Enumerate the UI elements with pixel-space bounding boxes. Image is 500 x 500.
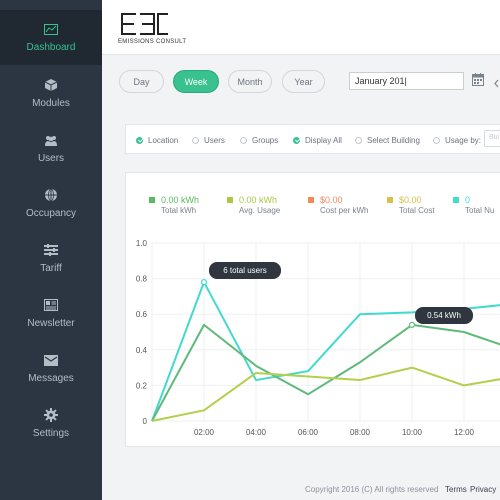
x-tick-label: 08:00 xyxy=(350,428,371,437)
chart-tooltip: 6 total users xyxy=(209,262,281,280)
metric-value: 0 xyxy=(465,195,471,205)
x-tick-label: 12:00 xyxy=(454,428,475,437)
sidebar-item-users[interactable]: Users xyxy=(0,121,102,176)
legend-swatch xyxy=(227,197,233,203)
sidebar-item-label: Modules xyxy=(32,98,70,109)
sidebar-item-occupancy[interactable]: Occupancy xyxy=(0,176,102,231)
chart-tooltip: 0.54 kWh xyxy=(415,306,473,324)
filter-display-all[interactable]: Display All xyxy=(293,125,342,155)
radio-icon xyxy=(192,136,199,144)
sidebar-item-label: Messages xyxy=(28,373,74,384)
metric-total-number: 0 Total Nu xyxy=(453,195,494,215)
filter-usage-by[interactable]: Usage by: xyxy=(433,125,481,155)
envelope-icon xyxy=(43,353,59,367)
sidebar-item-dashboard[interactable]: Dashboard xyxy=(0,10,102,65)
filter-label: Users xyxy=(204,135,225,145)
calendar-icon[interactable] xyxy=(472,73,484,91)
metric-label: Total kWh xyxy=(161,206,197,215)
radio-icon xyxy=(433,136,440,144)
metric-label: Avg. Usage xyxy=(239,206,281,215)
legend-swatch xyxy=(453,197,459,203)
x-tick-label: 02:00 xyxy=(194,428,215,437)
check-icon xyxy=(293,136,300,144)
tab-week[interactable]: Week xyxy=(173,70,219,93)
terms-link[interactable]: Terms xyxy=(445,485,467,494)
sidebar-item-label: Tariff xyxy=(40,263,62,274)
usage-select[interactable]: Bui xyxy=(484,130,500,147)
metric-value: 0.00 kWh xyxy=(239,195,278,205)
filter-users[interactable]: Users xyxy=(192,125,225,155)
privacy-link[interactable]: Privacy xyxy=(470,485,497,494)
y-tick-label: 0.2 xyxy=(136,381,148,390)
metric-avg-usage: 0.00 kWh Avg. Usage xyxy=(227,195,280,215)
metric-label: Cost per kWh xyxy=(320,206,369,215)
metric-total-kwh: 0.00 kWh Total kWh xyxy=(149,195,199,215)
filter-groups[interactable]: Groups xyxy=(240,125,278,155)
y-tick-label: 0.4 xyxy=(136,346,148,355)
newspaper-icon xyxy=(43,298,59,312)
annotation-marker xyxy=(408,321,416,328)
metric-label: Total Nu xyxy=(465,206,495,215)
check-icon xyxy=(136,136,143,144)
tab-month[interactable]: Month xyxy=(228,70,272,93)
metric-cost-per-kwh: $0.00 Cost per kWh xyxy=(308,195,368,215)
filter-label: Usage by: xyxy=(445,135,482,145)
sidebar-item-tariff[interactable]: Tariff xyxy=(0,231,102,286)
metric-value: $0.00 xyxy=(399,195,422,205)
radio-icon xyxy=(240,136,247,144)
sidebar-item-messages[interactable]: Messages xyxy=(0,341,102,396)
radio-icon xyxy=(355,136,362,144)
copyright-text: Copyright 2016 (C) All rights reserved xyxy=(305,485,439,494)
globe-icon xyxy=(43,188,59,202)
y-tick-label: 0.8 xyxy=(136,275,148,284)
x-tick-label: 04:00 xyxy=(246,428,267,437)
sidebar: Dashboard Modules Users Occupancy Tariff… xyxy=(0,0,102,500)
tab-year[interactable]: Year xyxy=(282,70,325,93)
footer: Copyright 2016 (C) All rights reserved T… xyxy=(102,476,500,500)
filter-label: Groups xyxy=(252,135,279,145)
legend-swatch xyxy=(149,197,155,203)
x-tick-label: 10:00 xyxy=(402,428,423,437)
logo-mark xyxy=(121,13,168,35)
gear-icon xyxy=(43,408,59,422)
metric-total-cost: $0.00 Total Cost xyxy=(387,195,435,215)
chevron-left-icon[interactable] xyxy=(494,75,499,93)
sidebar-item-settings[interactable]: Settings xyxy=(0,396,102,451)
cube-icon xyxy=(43,78,59,92)
sliders-icon xyxy=(43,243,59,257)
x-tick-label: 06:00 xyxy=(298,428,319,437)
filter-bar: Location Users Groups Display All Select… xyxy=(125,124,500,154)
y-tick-label: 0.6 xyxy=(136,310,148,319)
y-tick-label: 1.0 xyxy=(136,239,148,248)
annotation-marker xyxy=(200,279,208,286)
filter-label: Location xyxy=(148,135,179,145)
sidebar-item-label: Newsletter xyxy=(27,318,75,329)
filter-select-building[interactable]: Select Building xyxy=(355,125,420,155)
metric-label: Total Cost xyxy=(399,206,435,215)
metric-value: $0.00 xyxy=(320,195,343,205)
filter-location[interactable]: Location xyxy=(136,125,178,155)
chart-icon xyxy=(43,22,59,36)
sidebar-item-newsletter[interactable]: Newsletter xyxy=(0,286,102,341)
date-input[interactable]: January 201| xyxy=(349,72,464,90)
y-tick-label: 0 xyxy=(143,417,148,426)
sidebar-item-label: Dashboard xyxy=(26,42,76,53)
sidebar-item-label: Occupancy xyxy=(25,208,77,219)
sidebar-item-modules[interactable]: Modules xyxy=(0,66,102,121)
filter-label: Select Building xyxy=(367,135,420,145)
logo-text: EMISSIONS CONSULT xyxy=(118,39,187,45)
metric-value: 0.00 kWh xyxy=(161,195,200,205)
legend-swatch xyxy=(387,197,393,203)
chart-card: 0.00 kWh Total kWh 0.00 kWh Avg. Usage $… xyxy=(125,172,500,447)
header: EMISSIONS CONSULT xyxy=(102,0,500,55)
filter-label: Display All xyxy=(305,135,342,145)
sidebar-item-label: Users xyxy=(37,153,65,164)
legend-swatch xyxy=(308,197,314,203)
tab-day[interactable]: Day xyxy=(119,70,164,93)
users-icon xyxy=(43,133,59,147)
sidebar-item-label: Settings xyxy=(32,428,70,439)
